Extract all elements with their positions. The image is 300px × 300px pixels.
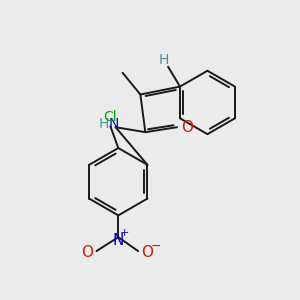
Text: O: O xyxy=(181,120,193,135)
Text: H: H xyxy=(159,53,169,67)
Text: N: N xyxy=(112,233,124,248)
Text: H: H xyxy=(98,117,109,131)
Text: N: N xyxy=(108,117,119,131)
Text: Cl: Cl xyxy=(103,110,117,124)
Text: +: + xyxy=(120,228,129,238)
Text: O: O xyxy=(82,244,94,260)
Text: −: − xyxy=(151,240,161,253)
Text: O: O xyxy=(141,244,153,260)
